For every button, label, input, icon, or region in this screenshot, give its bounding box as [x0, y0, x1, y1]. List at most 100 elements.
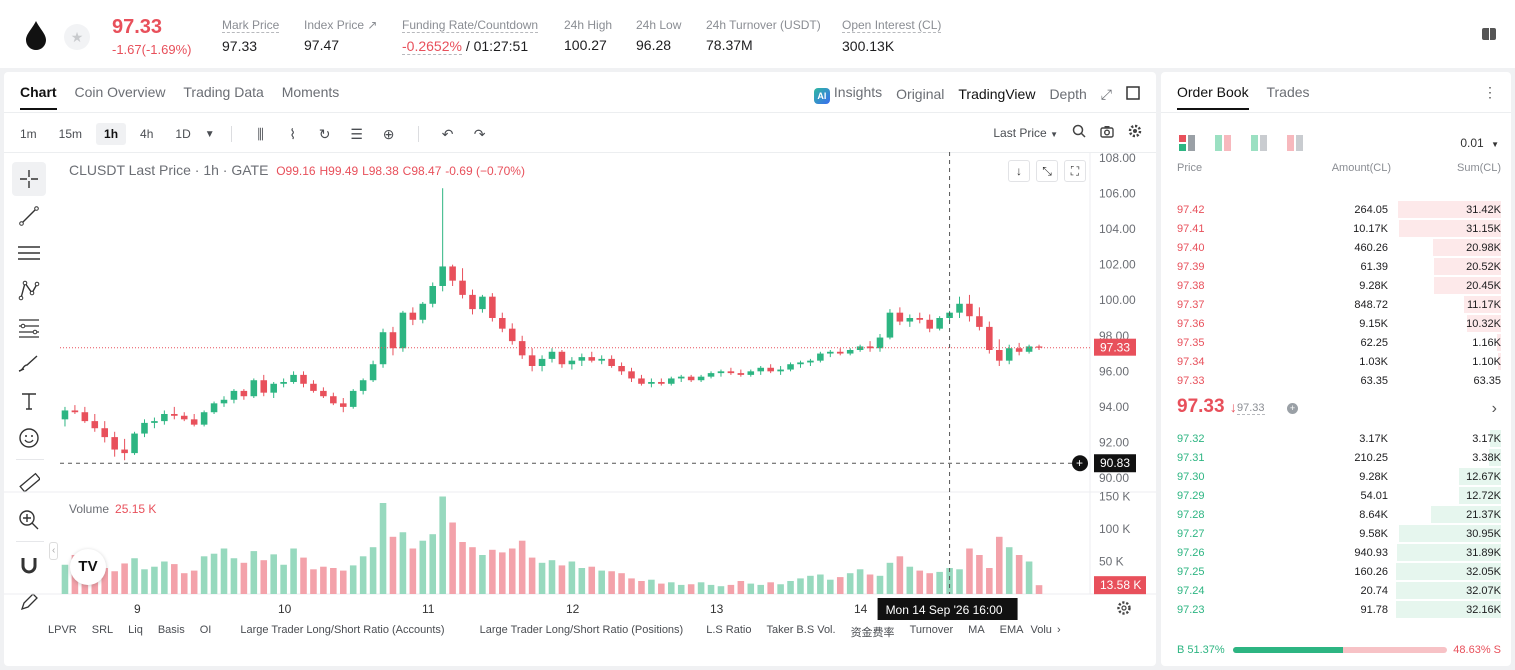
bid-row[interactable]: 97.28 8.64K 21.37K — [1161, 505, 1511, 524]
indicator-funding-rate[interactable]: 资金费率 — [850, 627, 895, 639]
trendline-icon[interactable] — [12, 199, 46, 233]
view-tradingview[interactable]: TradingView — [958, 86, 1036, 102]
layout-split-icon[interactable] — [1215, 135, 1231, 151]
interval-1m[interactable]: 1m — [20, 127, 37, 141]
candle-body — [846, 350, 854, 354]
indicator-taker-vol[interactable]: Taker B.S Vol. — [766, 624, 836, 636]
ask-row[interactable]: 97.38 9.28K 20.45K — [1161, 276, 1511, 295]
candle-type-icon[interactable]: ⫼ — [257, 125, 264, 142]
crosshair-icon[interactable] — [12, 162, 46, 196]
interval-dropdown-icon[interactable]: ▼ — [204, 128, 215, 140]
view-depth[interactable]: Depth — [1049, 86, 1087, 102]
expand-icon[interactable]: ⤢ — [1100, 85, 1112, 102]
view-original[interactable]: Original — [896, 86, 945, 102]
precision-select[interactable]: 0.01 ▼ — [1460, 136, 1499, 150]
stat-index-price[interactable]: Index Price ↗ 97.47 — [304, 18, 378, 53]
tab-trading-data[interactable]: Trading Data — [183, 84, 264, 100]
redo-icon[interactable]: ↷ — [473, 125, 486, 142]
text-tool-icon[interactable] — [12, 384, 46, 418]
indicator-ls-ratio[interactable]: L.S Ratio — [706, 624, 752, 636]
bid-row[interactable]: 97.32 3.17K 3.17K — [1161, 429, 1511, 448]
candle-body — [926, 319, 933, 329]
bid-row[interactable]: 97.23 91.78 32.16K — [1161, 600, 1511, 619]
candlestick-chart[interactable]: 108.00106.00104.00102.00100.0098.0096.00… — [4, 72, 1156, 632]
layout-bids-icon[interactable] — [1251, 135, 1267, 151]
ask-row[interactable]: 97.39 61.39 20.52K — [1161, 257, 1511, 276]
indicator-liq[interactable]: Liq — [128, 624, 143, 636]
ask-row[interactable]: 97.36 9.15K 10.32K — [1161, 314, 1511, 333]
ask-row[interactable]: 97.41 10.17K 31.15K — [1161, 219, 1511, 238]
volume-bar — [747, 583, 755, 594]
layout-both-icon[interactable] — [1179, 135, 1195, 151]
indicator-volume[interactable]: Volu — [1030, 624, 1052, 636]
book-icon[interactable] — [1481, 26, 1497, 42]
settings-gear-icon[interactable] — [1128, 124, 1142, 141]
layout-asks-icon[interactable] — [1287, 135, 1303, 151]
interval-1h[interactable]: 1h — [96, 123, 127, 145]
horizontal-lines-icon[interactable] — [12, 236, 46, 270]
volume-bar — [250, 551, 258, 594]
indicators-icon[interactable]: ⌇ — [289, 125, 297, 142]
collapse-icon[interactable]: ⤡ — [1036, 160, 1058, 182]
bid-row[interactable]: 97.26 940.93 31.89K — [1161, 543, 1511, 562]
chevron-right-icon[interactable]: › — [1056, 624, 1061, 636]
bid-row[interactable]: 97.24 20.74 32.07K — [1161, 581, 1511, 600]
tab-chart[interactable]: Chart — [20, 84, 57, 110]
candle-body — [598, 358, 605, 361]
chart-settings-icon[interactable] — [1116, 600, 1132, 621]
fullscreen-icon[interactable]: ⛶ — [1064, 160, 1086, 182]
tab-coin-overview[interactable]: Coin Overview — [74, 84, 166, 100]
indicator-ma[interactable]: MA — [968, 624, 985, 636]
indicator-ema[interactable]: EMA — [999, 624, 1024, 636]
search-icon[interactable] — [1072, 124, 1086, 141]
arrow-down-icon[interactable]: ↓ — [1008, 160, 1030, 182]
interval-1d[interactable]: 1D — [175, 127, 191, 141]
insights-button[interactable]: AI Insights — [813, 84, 882, 104]
pencil-lock-icon[interactable] — [12, 585, 46, 619]
volume-bar — [389, 536, 397, 594]
interval-4h[interactable]: 4h — [140, 127, 154, 141]
bid-row[interactable]: 97.25 160.26 32.05K — [1161, 562, 1511, 581]
camera-icon[interactable] — [1100, 125, 1114, 141]
indicator-large-trader-positions[interactable]: Large Trader Long/Short Ratio (Positions… — [479, 624, 684, 636]
magnet-icon[interactable] — [12, 548, 46, 582]
tab-moments[interactable]: Moments — [281, 84, 340, 100]
ask-row[interactable]: 97.40 460.26 20.98K — [1161, 238, 1511, 257]
brush-icon[interactable] — [12, 347, 46, 381]
indicator-srl[interactable]: SRL — [91, 624, 114, 636]
tab-order-book[interactable]: Order Book — [1177, 84, 1249, 110]
add-indicator-icon[interactable]: ⊕ — [382, 125, 395, 142]
ask-row[interactable]: 97.42 264.05 31.42K — [1161, 200, 1511, 219]
tab-trades[interactable]: Trades — [1266, 84, 1310, 100]
ask-row[interactable]: 97.37 848.72 11.17K — [1161, 295, 1511, 314]
price-type-select[interactable]: Last Price ▼ — [993, 125, 1058, 140]
indicator-lpvr[interactable]: LPVR — [48, 624, 77, 636]
bid-row[interactable]: 97.27 9.58K 30.95K — [1161, 524, 1511, 543]
ask-row[interactable]: 97.34 1.03K 1.10K — [1161, 352, 1511, 371]
interval-15m[interactable]: 15m — [58, 127, 83, 141]
indicator-large-trader-accounts[interactable]: Large Trader Long/Short Ratio (Accounts) — [240, 624, 445, 636]
chevron-right-icon[interactable]: › — [1491, 400, 1497, 417]
window-icon[interactable] — [1126, 85, 1140, 103]
ask-row[interactable]: 97.33 63.35 63.35 — [1161, 371, 1511, 390]
bid-row[interactable]: 97.29 54.01 12.72K — [1161, 486, 1511, 505]
indicator-oi[interactable]: OI — [199, 624, 212, 636]
scroll-left-icon[interactable]: ‹ — [49, 542, 59, 560]
replay-icon[interactable]: ↻ — [318, 125, 331, 142]
bid-row[interactable]: 97.31 210.25 3.38K — [1161, 448, 1511, 467]
indicator-turnover[interactable]: Turnover — [909, 624, 954, 636]
emoji-icon[interactable] — [12, 421, 46, 455]
indicator-basis[interactable]: Basis — [157, 624, 185, 636]
undo-icon[interactable]: ↶ — [441, 125, 454, 142]
favorite-star-icon[interactable]: ★ — [64, 24, 90, 50]
ruler-icon[interactable] — [12, 466, 46, 500]
templates-icon[interactable]: ☰ — [350, 125, 363, 142]
zoom-in-icon[interactable] — [12, 503, 46, 537]
volume-bar — [866, 574, 874, 594]
more-icon[interactable]: ⋮ — [1483, 84, 1497, 100]
ask-row[interactable]: 97.35 62.25 1.16K — [1161, 333, 1511, 352]
bid-row[interactable]: 97.30 9.28K 12.67K — [1161, 467, 1511, 486]
pattern-icon[interactable] — [12, 273, 46, 307]
info-icon[interactable]: + — [1287, 403, 1298, 414]
fib-retracement-icon[interactable] — [12, 310, 46, 344]
